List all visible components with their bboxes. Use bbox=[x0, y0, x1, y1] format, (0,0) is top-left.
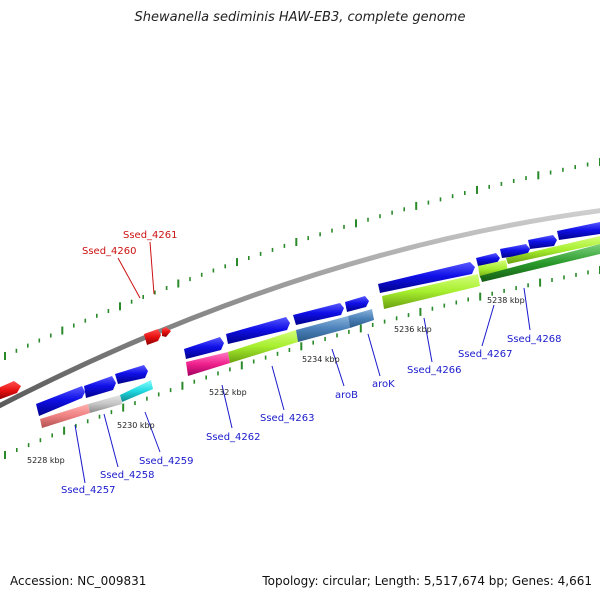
gene-ssed-4261[interactable] bbox=[162, 327, 171, 337]
gene-ssed-4259 bbox=[115, 365, 148, 384]
label-ssed-4263[interactable]: Ssed_4263 bbox=[260, 413, 315, 424]
gene-offscreen-right bbox=[557, 222, 600, 240]
gene-ssed-4268-b bbox=[528, 235, 557, 249]
label-arob[interactable]: aroB bbox=[335, 390, 358, 401]
gene-offscreen-left[interactable] bbox=[0, 381, 21, 400]
scale-labels: 5228 kbp 5230 kbp 5232 kbp 5234 kbp 5236… bbox=[27, 296, 525, 465]
label-ssed-4259[interactable]: Ssed_4259 bbox=[139, 456, 194, 467]
gene-labels: Ssed_4257 Ssed_4258 Ssed_4259 Ssed_4260 … bbox=[61, 230, 562, 496]
gene-arok bbox=[345, 296, 369, 312]
accession-text: Accession: NC_009831 bbox=[10, 574, 147, 588]
scale-label-5230: 5230 kbp bbox=[117, 421, 155, 430]
map-title: Shewanella sediminis HAW-EB3, complete g… bbox=[134, 10, 466, 25]
label-ssed-4268[interactable]: Ssed_4268 bbox=[507, 334, 562, 345]
gene-ssed-4258 bbox=[84, 376, 116, 398]
forward-strand-genes[interactable] bbox=[36, 222, 600, 416]
gene-ssed-4266 bbox=[378, 262, 475, 293]
scale-label-5228: 5228 kbp bbox=[27, 456, 65, 465]
label-ssed-4258[interactable]: Ssed_4258 bbox=[100, 470, 155, 481]
gene-ssed-4263 bbox=[226, 317, 290, 344]
gene-ssed-4260[interactable] bbox=[144, 329, 161, 345]
label-arok[interactable]: aroK bbox=[372, 379, 395, 390]
genome-backbone bbox=[0, 208, 600, 409]
scale-label-5236: 5236 kbp bbox=[394, 325, 432, 334]
label-ssed-4257[interactable]: Ssed_4257 bbox=[61, 485, 116, 496]
gene-ssed-4257 bbox=[36, 386, 85, 416]
label-ssed-4267[interactable]: Ssed_4267 bbox=[458, 349, 513, 360]
scale-label-5238: 5238 kbp bbox=[487, 296, 525, 305]
scale-label-5232: 5232 kbp bbox=[209, 388, 247, 397]
label-ssed-4262[interactable]: Ssed_4262 bbox=[206, 432, 261, 443]
label-ssed-4266[interactable]: Ssed_4266 bbox=[407, 365, 462, 376]
label-ssed-4260[interactable]: Ssed_4260 bbox=[82, 246, 137, 257]
gene-ssed-4262 bbox=[184, 337, 224, 359]
leader-lines bbox=[74, 241, 531, 484]
genome-summary: Topology: circular; Length: 5,517,674 bp… bbox=[262, 574, 592, 588]
reverse-strand-genes bbox=[0, 327, 171, 400]
lower-tick-track bbox=[4, 266, 600, 459]
scale-label-5234: 5234 kbp bbox=[302, 355, 340, 364]
gene-arob bbox=[293, 303, 344, 325]
feature-color-bars bbox=[40, 236, 600, 428]
upper-tick-track bbox=[4, 158, 600, 360]
label-ssed-4261[interactable]: Ssed_4261 bbox=[123, 230, 178, 241]
